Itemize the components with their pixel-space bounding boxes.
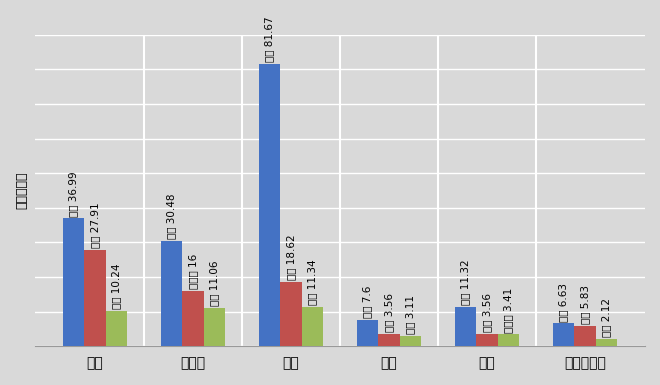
Text: 中国 27.91: 中国 27.91 (90, 203, 100, 248)
Bar (182, 291, 204, 346)
Bar (378, 334, 400, 346)
Text: 俄罗斯 16: 俄罗斯 16 (188, 254, 198, 289)
Bar (356, 320, 378, 346)
Bar (574, 326, 596, 346)
Y-axis label: 单位：艾焦: 单位：艾焦 (15, 172, 28, 209)
Bar (596, 339, 617, 346)
Text: 中国 3.11: 中国 3.11 (405, 295, 416, 334)
Bar (498, 335, 519, 346)
Text: 美国 36.99: 美国 36.99 (69, 171, 79, 216)
Text: 印度 10.24: 印度 10.24 (112, 264, 121, 309)
Bar (204, 308, 225, 346)
Text: 美国 30.48: 美国 30.48 (166, 194, 176, 239)
Bar (106, 311, 127, 346)
Text: 印度 18.62: 印度 18.62 (286, 234, 296, 280)
Text: 中国 81.67: 中国 81.67 (265, 16, 275, 62)
Bar (552, 323, 574, 346)
Bar (63, 218, 84, 346)
Bar (455, 307, 476, 346)
Text: 德国 2.12: 德国 2.12 (601, 298, 612, 337)
Bar (280, 282, 302, 346)
Text: 美国 7.6: 美国 7.6 (362, 286, 372, 318)
Text: 中国 11.06: 中国 11.06 (210, 261, 220, 306)
Text: 巴西 3.56: 巴西 3.56 (482, 293, 492, 332)
Bar (476, 334, 498, 346)
Bar (160, 241, 182, 346)
Text: 法国 3.56: 法国 3.56 (384, 293, 394, 332)
Text: 美国 11.34: 美国 11.34 (308, 259, 317, 305)
Bar (302, 307, 323, 346)
Text: 中国 11.32: 中国 11.32 (461, 260, 471, 305)
Bar (259, 64, 280, 346)
Bar (400, 335, 421, 346)
Bar (84, 250, 106, 346)
Text: 美国 5.83: 美国 5.83 (580, 285, 590, 325)
Text: 加拿大 3.41: 加拿大 3.41 (504, 288, 513, 333)
Text: 中国 6.63: 中国 6.63 (558, 283, 568, 321)
